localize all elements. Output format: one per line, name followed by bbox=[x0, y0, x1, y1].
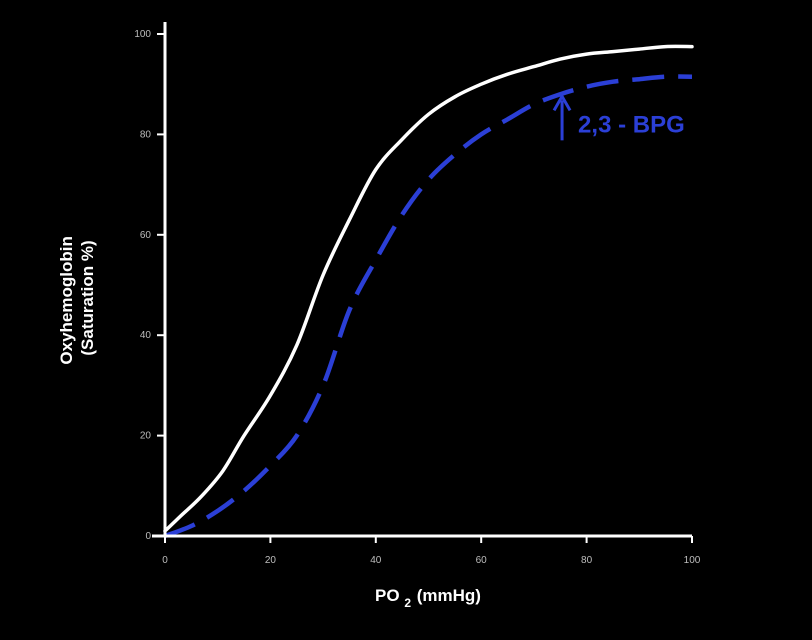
y-axis-title: Oxyhemoglobin (Saturation %) bbox=[57, 231, 97, 364]
y-axis-title-line1: Oxyhemoglobin bbox=[57, 236, 76, 364]
annotation-label: 2,3 - BPG bbox=[578, 111, 685, 138]
series-line-dashed bbox=[164, 74, 693, 539]
y-tick-label: 0 bbox=[145, 531, 151, 542]
y-tick-label: 40 bbox=[140, 330, 152, 341]
x-tick-label: 80 bbox=[581, 555, 593, 566]
x-tick-label: 60 bbox=[476, 555, 488, 566]
arrow-head bbox=[552, 93, 572, 112]
x-tick-label: 100 bbox=[684, 555, 701, 566]
y-ticks: 0 20 40 60 80 100 bbox=[134, 29, 165, 542]
y-tick-label: 20 bbox=[140, 431, 152, 442]
plot-curves bbox=[163, 44, 694, 539]
bpg-annotation: 2,3 - BPG bbox=[552, 93, 685, 141]
x-axis-title: PO 2 (mmHg) bbox=[375, 586, 481, 611]
y-tick-label: 100 bbox=[134, 29, 151, 40]
up-arrow-icon bbox=[552, 93, 572, 141]
x-axis-title-subscript: 2 bbox=[404, 596, 411, 610]
y-tick-label: 60 bbox=[140, 230, 152, 241]
x-tick-label: 20 bbox=[265, 555, 277, 566]
series-line-solid bbox=[163, 44, 694, 533]
y-tick-label: 80 bbox=[140, 129, 152, 140]
x-tick-label: 0 bbox=[162, 555, 168, 566]
y-axis-title-line2: (Saturation %) bbox=[78, 240, 97, 355]
x-tick-label: 40 bbox=[370, 555, 382, 566]
x-axis-title-unit: (mmHg) bbox=[417, 586, 481, 605]
x-axis-title-main: PO bbox=[375, 586, 400, 605]
x-ticks: 0 20 40 60 80 100 bbox=[162, 536, 701, 566]
